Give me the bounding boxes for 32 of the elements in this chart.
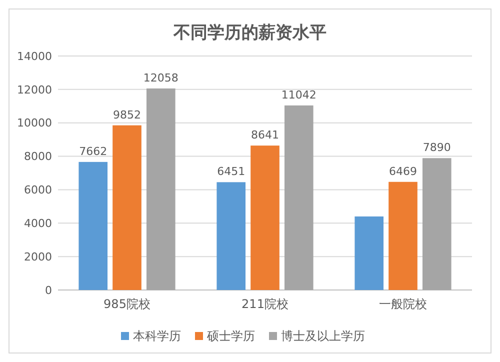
legend-label: 本科学历 — [133, 329, 181, 343]
data-label: 11042 — [281, 88, 316, 102]
x-tick-label: 985院校 — [104, 297, 150, 311]
bar — [250, 146, 280, 290]
y-tick-label: 12000 — [17, 83, 52, 96]
data-label: 8641 — [251, 128, 279, 142]
bar — [354, 216, 384, 290]
y-tick-label: 10000 — [17, 116, 52, 130]
legend-label: 硕士学历 — [206, 329, 255, 343]
data-label: 6469 — [389, 164, 417, 178]
data-label: 7662 — [79, 144, 108, 158]
x-tick-label: 一般院校 — [379, 297, 427, 311]
bar — [78, 162, 108, 290]
y-tick-label: 4000 — [24, 216, 52, 230]
bar — [388, 182, 418, 290]
data-label: 9852 — [113, 108, 141, 122]
bar — [112, 125, 142, 290]
y-tick-label: 14000 — [17, 50, 52, 63]
data-label: 12058 — [143, 71, 178, 84]
x-tick-label: 211院校 — [242, 297, 288, 311]
data-label: 6451 — [217, 165, 246, 178]
bar — [422, 158, 452, 290]
y-tick-label: 8000 — [24, 150, 52, 164]
bar — [216, 182, 246, 290]
legend-label: 博士及以上学历 — [281, 329, 365, 343]
bar — [284, 105, 314, 290]
y-tick-label: 2000 — [24, 250, 52, 264]
data-label: 7890 — [422, 141, 451, 154]
y-tick-label: 6000 — [24, 184, 52, 197]
y-tick-label: 0 — [45, 284, 52, 297]
chart-title: 不同学历的薪资水平 — [172, 23, 326, 43]
bar — [146, 88, 176, 290]
